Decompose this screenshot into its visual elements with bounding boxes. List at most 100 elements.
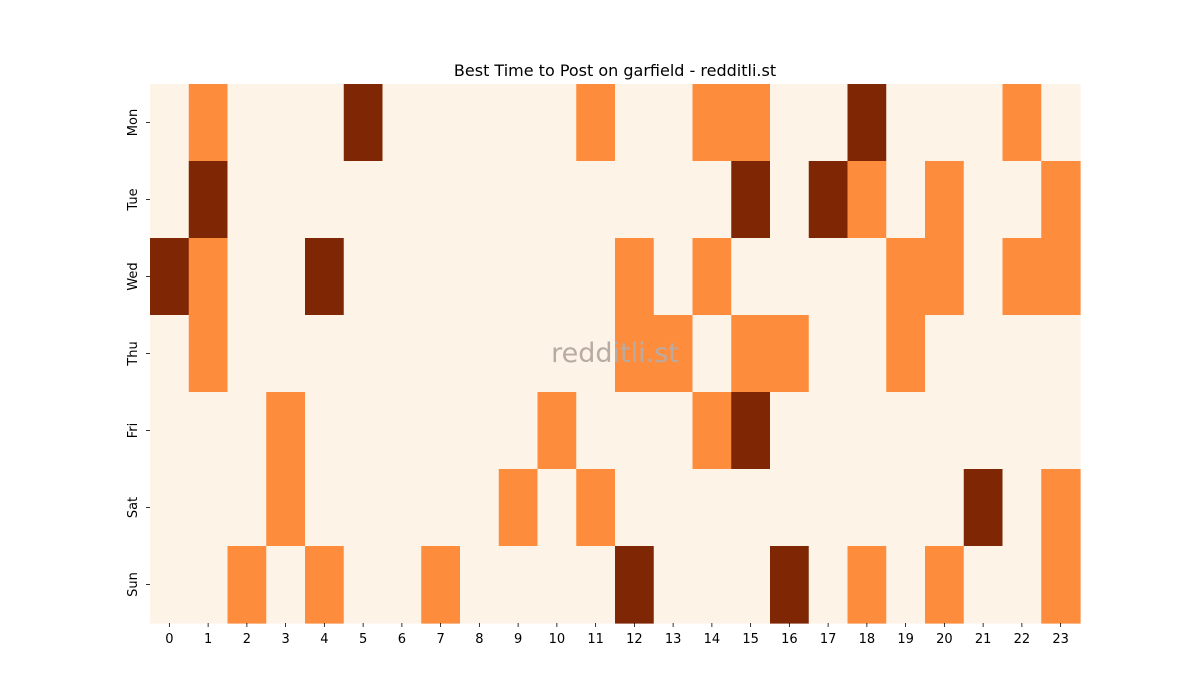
x-axis: 0 1 2 3 4 5 6 7 8 9 10 11 12 13 14 15 16 17 18 19 20 21 22 23 — [165, 623, 1069, 647]
heatmap-cell-thu-18 — [847, 315, 887, 393]
heatmap-cell-thu-10 — [537, 315, 577, 393]
heatmap-cell-thu-2 — [227, 315, 267, 393]
heatmap-cell-tue-20 — [925, 161, 965, 239]
heatmap-cells — [150, 84, 1081, 624]
heatmap-cell-tue-5 — [343, 161, 384, 239]
heatmap-cell-thu-13 — [653, 315, 694, 393]
heatmap-cell-sun-22 — [1002, 546, 1042, 624]
heatmap-cell-sat-7 — [421, 469, 461, 547]
heatmap-cell-sat-1 — [188, 469, 229, 547]
heatmap-cell-wed-0 — [150, 238, 190, 316]
x-tick-label: 1 — [204, 632, 212, 647]
heatmap-cell-thu-6 — [382, 315, 422, 393]
heatmap-cell-sat-19 — [886, 469, 926, 547]
x-tick-label: 17 — [820, 632, 837, 647]
heatmap-cell-mon-12 — [615, 84, 655, 162]
heatmap-cell-fri-21 — [963, 392, 1004, 470]
heatmap-cell-tue-8 — [460, 161, 500, 239]
heatmap-cell-thu-3 — [266, 315, 306, 393]
heatmap-cell-mon-6 — [382, 84, 422, 162]
heatmap-cell-sun-11 — [576, 546, 616, 624]
heatmap-cell-mon-8 — [460, 84, 500, 162]
heatmap-cell-fri-23 — [1041, 392, 1081, 470]
heatmap-cell-sat-5 — [343, 469, 384, 547]
heatmap-cell-sun-2 — [227, 546, 267, 624]
heatmap-cell-mon-4 — [305, 84, 345, 162]
heatmap-cell-thu-5 — [343, 315, 384, 393]
heatmap-cell-fri-22 — [1002, 392, 1042, 470]
heatmap-cell-mon-5 — [343, 84, 384, 162]
heatmap-cell-fri-17 — [808, 392, 849, 470]
heatmap-cell-tue-16 — [770, 161, 810, 239]
heatmap-cell-tue-18 — [847, 161, 887, 239]
heatmap-cell-wed-19 — [886, 238, 926, 316]
x-tick-label: 10 — [549, 632, 566, 647]
y-tick-label: Thu — [126, 341, 141, 366]
heatmap-cell-fri-10 — [537, 392, 577, 470]
heatmap-cell-wed-2 — [227, 238, 267, 316]
heatmap-cell-sun-12 — [615, 546, 655, 624]
heatmap-cell-sun-3 — [266, 546, 306, 624]
x-tick-label: 2 — [243, 632, 251, 647]
heatmap-cell-tue-1 — [188, 161, 229, 239]
heatmap-cell-tue-7 — [421, 161, 461, 239]
y-tick-label: Tue — [126, 188, 141, 211]
heatmap-cell-mon-23 — [1041, 84, 1081, 162]
heatmap-cell-sun-17 — [808, 546, 849, 624]
heatmap-cell-wed-23 — [1041, 238, 1081, 316]
heatmap-cell-fri-11 — [576, 392, 616, 470]
heatmap-cell-sat-12 — [615, 469, 655, 547]
heatmap-cell-sat-22 — [1002, 469, 1042, 547]
heatmap-cell-sun-1 — [188, 546, 229, 624]
heatmap-cell-tue-0 — [150, 161, 190, 239]
heatmap-cell-sun-8 — [460, 546, 500, 624]
heatmap-cell-tue-13 — [653, 161, 694, 239]
heatmap-cell-mon-7 — [421, 84, 461, 162]
y-axis: Mon Tue Wed Thu Fri Sat Sun — [126, 109, 150, 597]
heatmap-cell-sat-8 — [460, 469, 500, 547]
heatmap-cell-fri-1 — [188, 392, 229, 470]
heatmap-cell-sun-15 — [731, 546, 771, 624]
heatmap-cell-thu-12 — [615, 315, 655, 393]
x-tick-label: 15 — [742, 632, 759, 647]
heatmap-cell-wed-4 — [305, 238, 345, 316]
heatmap-cell-mon-3 — [266, 84, 306, 162]
x-tick-label: 4 — [320, 632, 328, 647]
heatmap-cell-sat-14 — [692, 469, 732, 547]
heatmap-cell-mon-11 — [576, 84, 616, 162]
heatmap-cell-tue-19 — [886, 161, 926, 239]
y-tick-label: Mon — [126, 109, 141, 136]
heatmap-cell-thu-19 — [886, 315, 926, 393]
x-tick-label: 9 — [514, 632, 522, 647]
heatmap-cell-mon-19 — [886, 84, 926, 162]
heatmap-cell-thu-0 — [150, 315, 190, 393]
x-tick-label: 3 — [281, 632, 289, 647]
heatmap-cell-mon-9 — [498, 84, 539, 162]
heatmap-cell-wed-18 — [847, 238, 887, 316]
heatmap-cell-mon-20 — [925, 84, 965, 162]
heatmap-cell-fri-19 — [886, 392, 926, 470]
y-tick-label: Fri — [126, 423, 141, 439]
x-tick-label: 12 — [626, 632, 643, 647]
heatmap-cell-fri-2 — [227, 392, 267, 470]
heatmap-cell-sun-20 — [925, 546, 965, 624]
heatmap-cell-sun-21 — [963, 546, 1004, 624]
heatmap-cell-wed-12 — [615, 238, 655, 316]
heatmap-cell-sun-18 — [847, 546, 887, 624]
heatmap-cell-wed-3 — [266, 238, 306, 316]
heatmap-cell-wed-21 — [963, 238, 1004, 316]
heatmap-cell-wed-1 — [188, 238, 229, 316]
heatmap-cell-wed-17 — [808, 238, 849, 316]
heatmap-cell-thu-9 — [498, 315, 539, 393]
heatmap-cell-tue-14 — [692, 161, 732, 239]
x-tick-label: 21 — [975, 632, 992, 647]
x-tick-label: 5 — [359, 632, 367, 647]
heatmap-cell-mon-1 — [188, 84, 229, 162]
heatmap-cell-fri-12 — [615, 392, 655, 470]
heatmap-cell-sun-5 — [343, 546, 384, 624]
heatmap-cell-wed-16 — [770, 238, 810, 316]
heatmap-cell-mon-22 — [1002, 84, 1042, 162]
heatmap-cell-fri-8 — [460, 392, 500, 470]
x-tick-label: 19 — [897, 632, 914, 647]
